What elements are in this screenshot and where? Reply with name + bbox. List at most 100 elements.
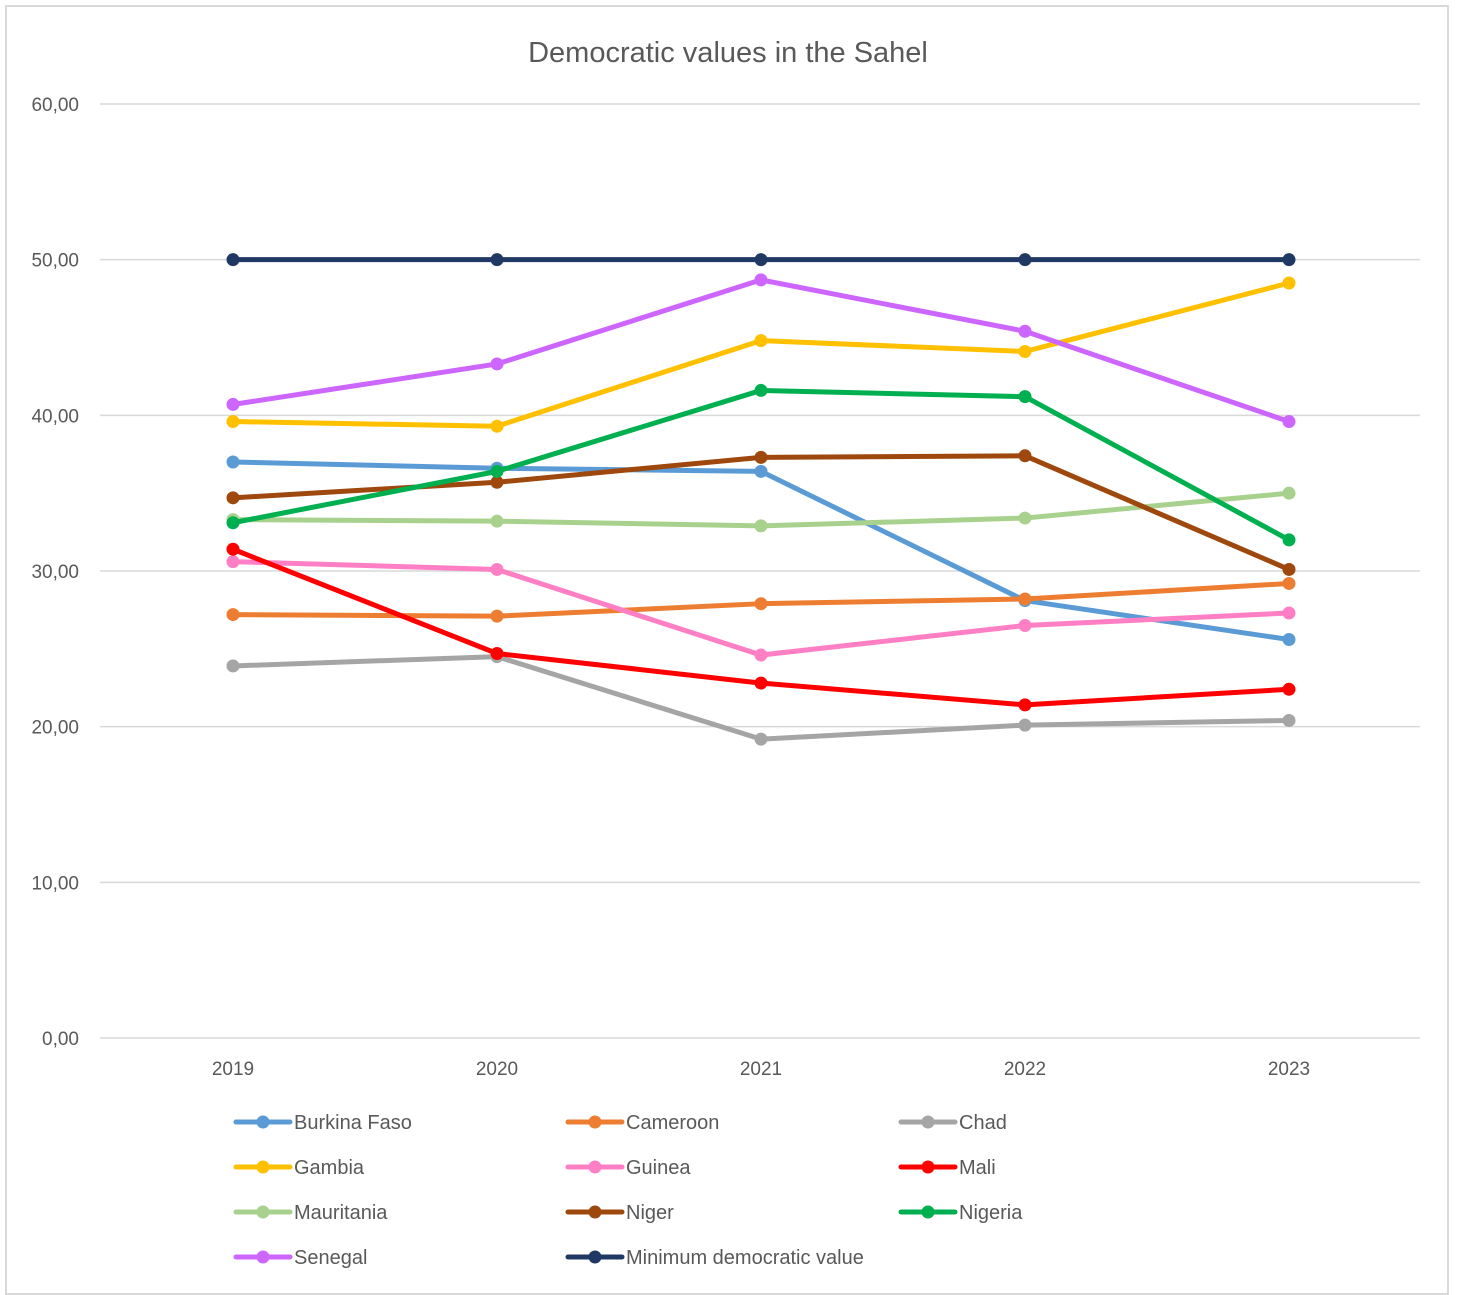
data-point [490,514,504,528]
data-point [754,273,768,287]
y-axis-ticks: 0,00 10,00 20,00 30,00 40,00 50,00 60,00 [31,95,79,1050]
y-tick-label: 60,00 [31,95,79,116]
data-point [754,676,768,690]
legend-item: Nigeria [898,1202,1023,1224]
chart-title: Democratic values in the Sahel [528,37,928,69]
y-tick-label: 10,00 [31,873,79,894]
legend-item: Burkina Faso [233,1112,412,1134]
data-point [1018,449,1032,463]
data-point [490,609,504,623]
legend-item: Minimum democratic value [565,1247,864,1269]
data-point [490,562,504,576]
legend-item: Guinea [565,1157,691,1179]
data-point [1018,618,1032,632]
data-point [1282,713,1296,727]
series-senegal [226,273,1296,429]
y-tick-label: 20,00 [31,718,79,739]
legend-swatch-marker [588,1205,602,1219]
data-point [226,253,240,267]
data-point [226,516,240,530]
legend-swatch-marker [256,1250,270,1264]
data-point [1282,533,1296,547]
data-point [1282,682,1296,696]
data-point [1018,592,1032,606]
legend-item: Chad [898,1112,1007,1134]
chart-frame [5,5,1449,1295]
legend-label: Cameroon [626,1112,719,1134]
series-gambia [226,276,1296,433]
legend-item: Niger [565,1202,674,1224]
data-point [226,555,240,569]
data-point [754,253,768,267]
y-tick-label: 40,00 [31,406,79,427]
data-point [490,475,504,489]
x-tick-label: 2023 [1268,1059,1310,1080]
series-mali [226,542,1296,712]
legend-label: Minimum democratic value [626,1247,864,1269]
x-tick-label: 2019 [212,1059,254,1080]
data-point [1018,698,1032,712]
legend-label: Gambia [294,1157,365,1179]
legend-label: Mauritania [294,1202,388,1224]
y-tick-label: 50,00 [31,251,79,272]
series-lines [226,253,1296,746]
legend-label: Mali [959,1157,996,1179]
data-point [1018,345,1032,359]
legend-label: Niger [626,1202,674,1224]
data-point [754,732,768,746]
data-point [226,608,240,622]
data-point [1282,606,1296,620]
data-point [1282,276,1296,290]
x-tick-label: 2022 [1004,1059,1046,1080]
data-point [754,464,768,478]
y-tick-label: 0,00 [42,1029,79,1050]
series-cameroon [226,576,1296,623]
data-point [226,397,240,411]
data-point [1282,486,1296,500]
legend-label: Nigeria [959,1202,1023,1224]
data-point [754,450,768,464]
legend-swatch-marker [921,1205,935,1219]
data-point [226,455,240,469]
legend-item: Gambia [233,1157,365,1179]
y-tick-label: 30,00 [31,562,79,583]
legend-label: Guinea [626,1157,691,1179]
series-line [230,280,1292,429]
legend-swatch-marker [256,1160,270,1174]
data-point [1018,511,1032,525]
x-tick-label: 2021 [740,1059,782,1080]
data-point [1282,576,1296,590]
data-point [754,597,768,611]
legend: Burkina Faso Cameroon Chad Gambia Guinea Mali… [233,1112,1023,1269]
legend-item: Mali [898,1157,996,1179]
data-point [226,659,240,673]
legend-swatch-marker [921,1115,935,1129]
data-point [754,519,768,533]
legend-swatch-marker [588,1160,602,1174]
legend-swatch-marker [588,1250,602,1264]
data-point [1282,253,1296,267]
data-point [1018,324,1032,338]
series-minimum-democratic-value [226,253,1296,267]
grid-lines [100,103,1420,1039]
data-point [490,464,504,478]
legend-item: Cameroon [565,1112,719,1134]
data-point [226,491,240,505]
data-point [490,419,504,433]
series-line [230,277,1292,425]
data-point [754,334,768,348]
legend-item: Mauritania [233,1202,388,1224]
x-tick-label: 2020 [476,1059,518,1080]
data-point [490,357,504,371]
legend-swatch-marker [921,1160,935,1174]
data-point [226,542,240,556]
x-axis-ticks: 2019 2020 2021 2022 2023 [212,1059,1310,1080]
data-point [754,648,768,662]
data-point [1282,562,1296,576]
legend-label: Senegal [294,1247,367,1269]
series-guinea [226,555,1296,662]
data-point [754,383,768,397]
series-nigeria [226,383,1296,547]
legend-item: Senegal [233,1247,367,1269]
